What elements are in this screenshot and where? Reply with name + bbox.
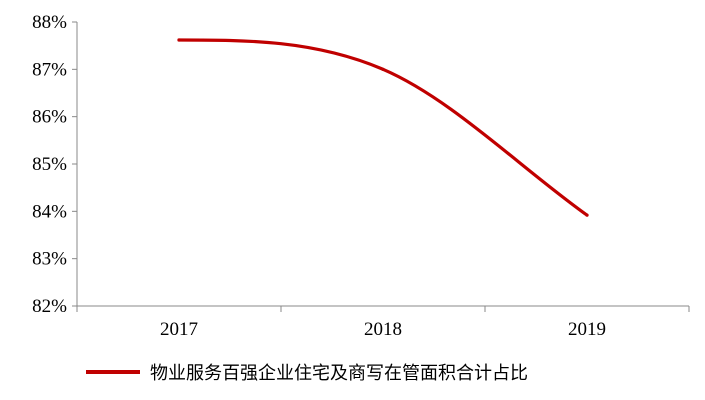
series-lines <box>177 38 589 217</box>
x-tick-label: 2017 <box>160 319 198 340</box>
y-tick-label: 85% <box>32 154 67 175</box>
y-tick-label: 82% <box>32 296 67 317</box>
data-point <box>177 38 181 42</box>
y-tick-label: 87% <box>32 59 67 80</box>
x-tick-label: 2018 <box>364 319 402 340</box>
series-line <box>177 38 589 217</box>
data-point <box>585 213 589 217</box>
x-tick-label: 2019 <box>568 319 606 340</box>
y-tick-label: 88% <box>32 12 67 33</box>
y-tick-label: 86% <box>32 107 67 128</box>
data-point <box>381 67 385 71</box>
y-tick-label: 83% <box>32 249 67 270</box>
legend: 物业服务百强企业住宅及商写在管面积合计占比 <box>86 363 528 384</box>
x-axis: 2017 2018 2019 <box>76 305 690 340</box>
y-tick-label: 84% <box>32 201 67 222</box>
y-axis: 82% 83% 84% 85% 86% 87% 88% <box>32 12 78 317</box>
legend-label: 物业服务百强企业住宅及商写在管面积合计占比 <box>150 363 528 384</box>
